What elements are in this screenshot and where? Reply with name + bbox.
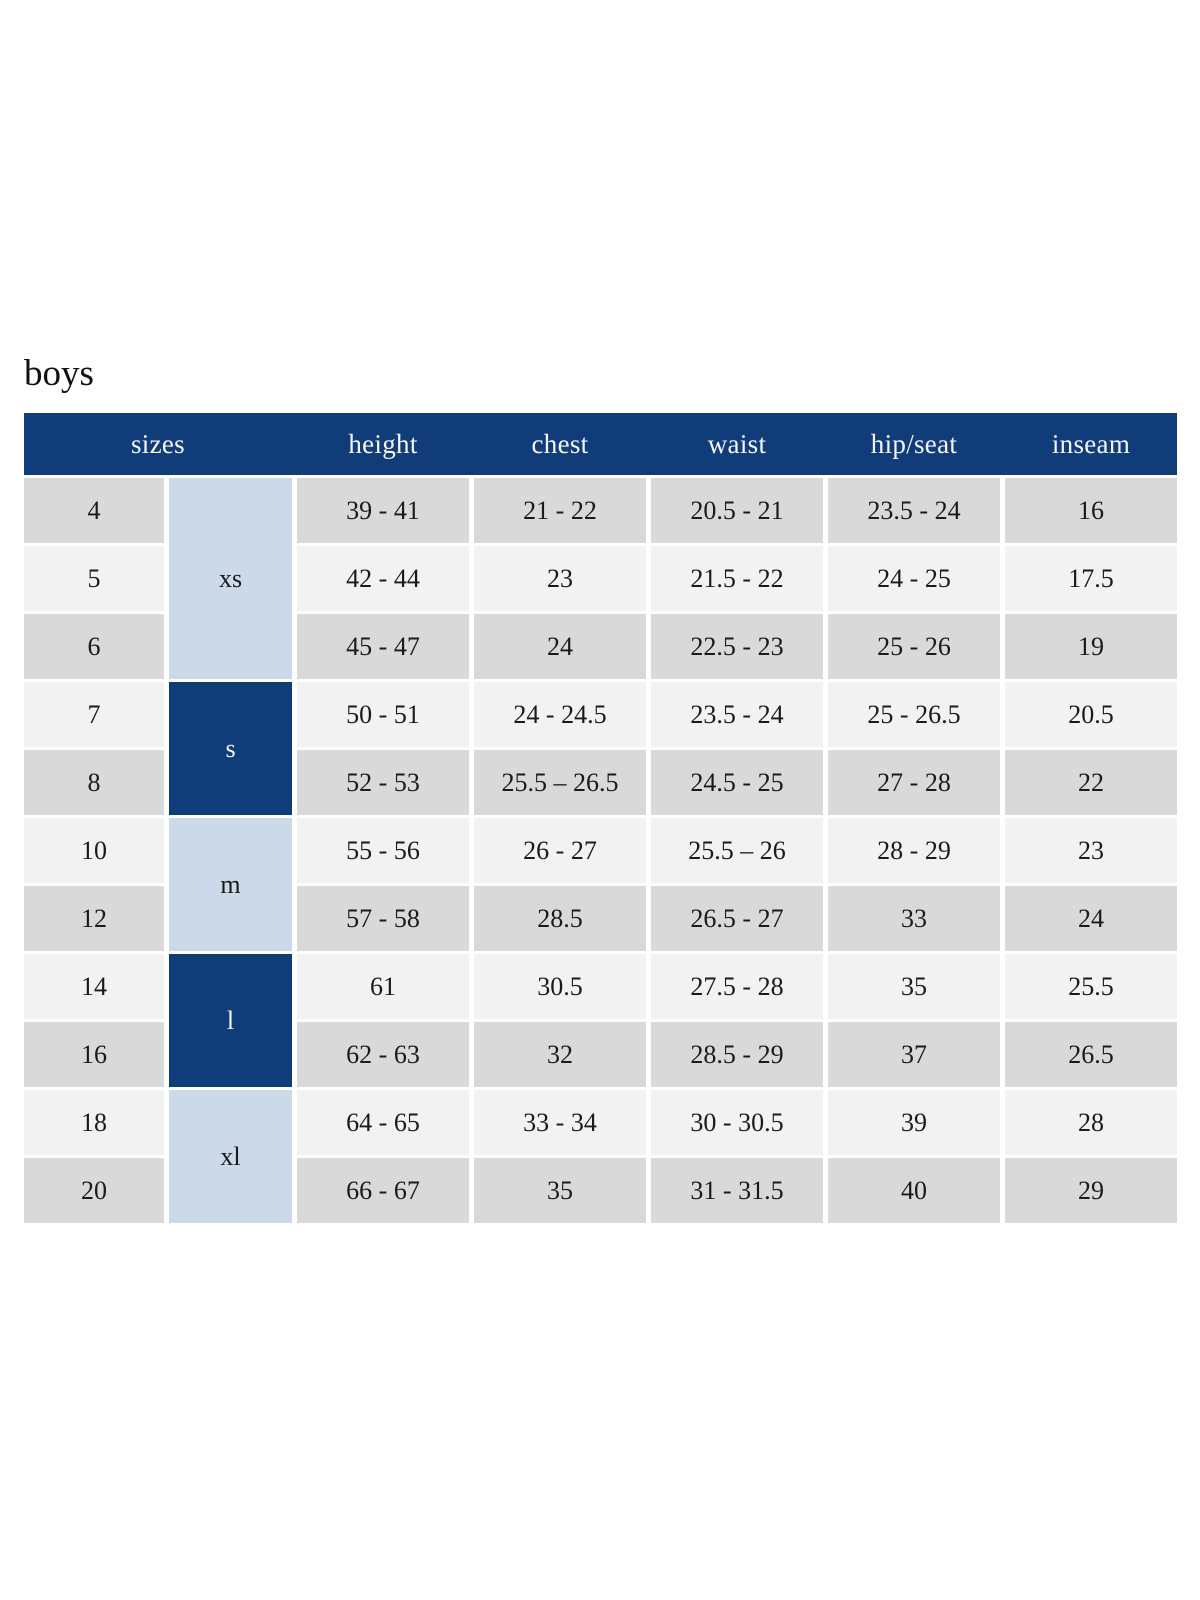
data-cell-height: 39 - 41 [297,478,469,543]
data-cell-chest: 33 - 34 [474,1090,646,1155]
data-cell-hip-seat: 23.5 - 24 [828,478,1000,543]
size-cell: 18 [24,1090,164,1155]
data-cell-height: 57 - 58 [297,886,469,951]
data-cell-hip-seat: 25 - 26.5 [828,682,1000,747]
data-cell-inseam: 22 [1005,750,1177,815]
data-cell-inseam: 16 [1005,478,1177,543]
data-cell-inseam: 17.5 [1005,546,1177,611]
data-cell-waist: 31 - 31.5 [651,1158,823,1223]
size-cell: 16 [24,1022,164,1087]
data-cell-height: 52 - 53 [297,750,469,815]
data-cell-chest: 25.5 – 26.5 [474,750,646,815]
column-header-sizes: sizes [131,428,185,459]
data-cell-inseam: 24 [1005,886,1177,951]
table-title: boys [24,353,94,394]
group-cell-xs: xs [169,478,292,679]
size-cell: 8 [24,750,164,815]
group-cell-xl: xl [169,1090,292,1223]
data-cell-chest: 26 - 27 [474,818,646,883]
data-cell-height: 45 - 47 [297,614,469,679]
data-cell-inseam: 20.5 [1005,682,1177,747]
data-cell-hip-seat: 28 - 29 [828,818,1000,883]
data-cell-hip-seat: 37 [828,1022,1000,1087]
column-header-hip-seat: hip/seat [870,428,958,459]
data-cell-chest: 24 [474,614,646,679]
data-cell-chest: 23 [474,546,646,611]
table-body: 4 xs 39 - 41 21 - 22 20.5 - 21 23.5 - 24… [24,478,1177,1223]
column-header-waist: waist [707,428,767,459]
data-cell-hip-seat: 24 - 25 [828,546,1000,611]
data-cell-waist: 26.5 - 27 [651,886,823,951]
data-cell-waist: 24.5 - 25 [651,750,823,815]
size-cell: 6 [24,614,164,679]
data-cell-waist: 22.5 - 23 [651,614,823,679]
size-cell: 5 [24,546,164,611]
data-cell-inseam: 29 [1005,1158,1177,1223]
data-cell-height: 55 - 56 [297,818,469,883]
size-cell: 20 [24,1158,164,1223]
data-cell-hip-seat: 39 [828,1090,1000,1155]
data-cell-height: 61 [297,954,469,1019]
data-cell-height: 62 - 63 [297,1022,469,1087]
data-cell-height: 42 - 44 [297,546,469,611]
data-cell-hip-seat: 27 - 28 [828,750,1000,815]
data-cell-chest: 32 [474,1022,646,1087]
size-cell: 12 [24,886,164,951]
data-cell-inseam: 23 [1005,818,1177,883]
size-cell: 10 [24,818,164,883]
table-header-row: sizes height chest waist hip/seat inseam [24,413,1177,475]
data-cell-hip-seat: 40 [828,1158,1000,1223]
column-header-chest: chest [531,428,589,459]
data-cell-waist: 30 - 30.5 [651,1090,823,1155]
data-cell-inseam: 19 [1005,614,1177,679]
data-cell-waist: 23.5 - 24 [651,682,823,747]
group-cell-s: s [169,682,292,815]
data-cell-chest: 24 - 24.5 [474,682,646,747]
data-cell-waist: 20.5 - 21 [651,478,823,543]
data-cell-waist: 25.5 – 26 [651,818,823,883]
group-cell-l: l [169,954,292,1087]
data-cell-chest: 21 - 22 [474,478,646,543]
data-cell-inseam: 26.5 [1005,1022,1177,1087]
data-cell-height: 64 - 65 [297,1090,469,1155]
group-cell-m: m [169,818,292,951]
data-cell-waist: 27.5 - 28 [651,954,823,1019]
data-cell-waist: 21.5 - 22 [651,546,823,611]
data-cell-waist: 28.5 - 29 [651,1022,823,1087]
data-cell-chest: 35 [474,1158,646,1223]
size-cell: 14 [24,954,164,1019]
data-cell-inseam: 28 [1005,1090,1177,1155]
data-cell-chest: 28.5 [474,886,646,951]
data-cell-hip-seat: 25 - 26 [828,614,1000,679]
data-cell-hip-seat: 35 [828,954,1000,1019]
boys-size-table: sizes height chest waist hip/seat inseam… [24,413,1177,1223]
column-header-height: height [348,428,418,459]
data-cell-chest: 30.5 [474,954,646,1019]
size-cell: 4 [24,478,164,543]
data-cell-height: 66 - 67 [297,1158,469,1223]
data-cell-inseam: 25.5 [1005,954,1177,1019]
data-cell-hip-seat: 33 [828,886,1000,951]
column-header-inseam: inseam [1051,428,1131,459]
data-cell-height: 50 - 51 [297,682,469,747]
size-cell: 7 [24,682,164,747]
